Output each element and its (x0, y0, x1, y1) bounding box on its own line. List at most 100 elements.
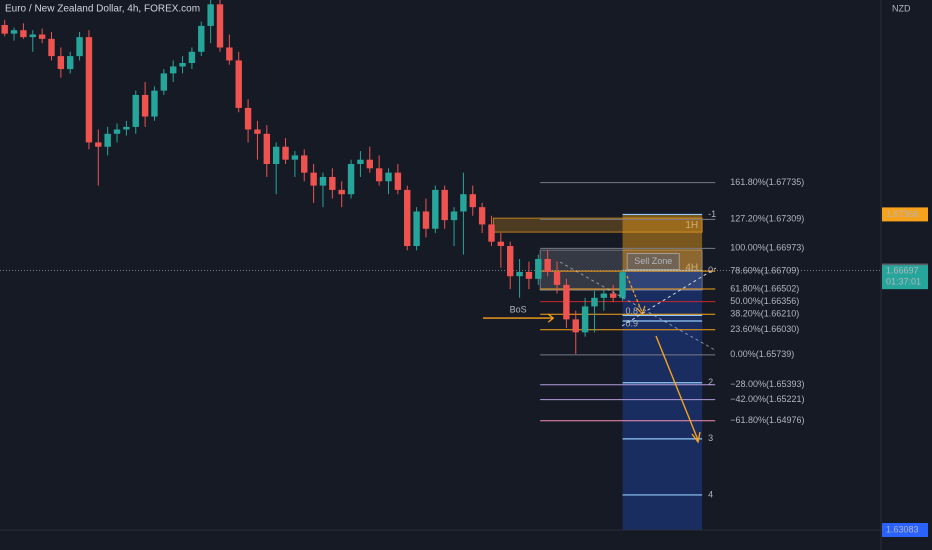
fib-label: −42.00%(1.65221) (730, 394, 804, 404)
candle-body (1, 25, 8, 34)
candle-body (301, 155, 308, 173)
fib-label: 100.00%(1.66973) (730, 243, 804, 253)
candle-body (29, 34, 36, 38)
fib-label: 61.80%(1.66502) (730, 283, 799, 293)
candle-body (38, 34, 46, 39)
candle-body (488, 224, 495, 242)
fib-label: 127.20%(1.67309) (730, 214, 804, 224)
candle-body (544, 258, 551, 272)
candle-body (254, 129, 261, 134)
fib-label: 161.80%(1.67735) (730, 177, 804, 187)
position-level-label: 2 (708, 377, 713, 387)
candle-body (329, 176, 336, 190)
candle-body (57, 56, 65, 70)
candle-body (244, 107, 252, 130)
arrow-head (636, 305, 646, 316)
candle-body (235, 60, 242, 108)
candle-body (216, 4, 224, 48)
candle-body (413, 211, 420, 247)
candle-body (132, 94, 139, 127)
fib-label: 0.00%(1.65739) (730, 349, 794, 359)
candle-body (188, 51, 196, 64)
candle-body (525, 271, 533, 279)
candle-body (20, 30, 27, 38)
fib-label: 78.60%(1.66709) (730, 266, 799, 276)
fib-label: 50.00%(1.66356) (730, 296, 799, 306)
candle-body (95, 142, 102, 147)
price-tag-label: 1.67366 (886, 209, 919, 219)
position-level-label: 0 (708, 265, 713, 275)
arrow (655, 335, 699, 441)
candle-body (441, 189, 448, 221)
candle-body (366, 159, 373, 169)
candle-body (151, 90, 158, 117)
sell-zone-label: Sell Zone (634, 256, 672, 266)
current-price-label: 1.66697 (886, 266, 919, 276)
zone-label: 4H (685, 263, 698, 274)
candle-body (535, 258, 542, 279)
candle-body (123, 126, 130, 130)
candle-body (450, 211, 458, 221)
price-tag (882, 523, 928, 537)
position-level-label: -1 (708, 209, 716, 219)
position-level-label: 3 (708, 433, 713, 443)
arrow (626, 275, 643, 313)
candle-body (516, 271, 523, 277)
candle-body (357, 159, 364, 165)
bos-label: BoS (510, 304, 527, 314)
candle-body (600, 293, 608, 298)
candle-body (347, 164, 355, 195)
candle-body (160, 73, 168, 91)
candle-body (460, 194, 467, 212)
candle-body (282, 146, 289, 160)
countdown: 01:37:01 (886, 277, 921, 287)
candle-body (338, 189, 345, 195)
candles (1, 0, 626, 354)
arrows (559, 261, 717, 444)
chart-title: Euro / New Zealand Dollar, 4h, FOREX.com (5, 4, 200, 15)
fib-label: 23.60%(1.66030) (730, 324, 799, 334)
candle-body (619, 272, 626, 298)
candle-body (591, 297, 598, 307)
candle-body (263, 133, 271, 165)
candle-body (497, 241, 505, 247)
candle-body (169, 66, 177, 74)
sell-zone-box (626, 253, 680, 271)
price-tag-label: 1.63083 (886, 524, 919, 534)
fibonacci: 161.80%(1.67735) 127.20%(1.67309) 100.00%(… (483, 177, 805, 425)
position-level-label: 0.8 (626, 306, 639, 316)
candle-body (104, 133, 111, 147)
candle-body (310, 172, 317, 186)
candle-body (404, 189, 411, 247)
candle-body (76, 37, 83, 57)
candle-body (67, 56, 74, 70)
candle-body (553, 271, 561, 285)
candle-body (469, 194, 476, 208)
candle-body (581, 306, 589, 333)
candle-body (422, 211, 430, 229)
candle-body (179, 63, 186, 67)
fib-label: 38.20%(1.66210) (730, 309, 799, 319)
candle-body (291, 155, 299, 160)
candle-body (226, 47, 233, 61)
candle-body (507, 246, 514, 277)
candle-body (385, 172, 392, 182)
candle-body (85, 37, 93, 143)
price-tag (882, 207, 928, 222)
bos-arrow-head (547, 313, 555, 323)
candle-body (272, 146, 280, 165)
candle-body (207, 4, 214, 26)
currency: NZD (892, 3, 911, 13)
candle-body (10, 30, 18, 34)
fib-label: −28.00%(1.65393) (730, 379, 804, 389)
candle-body (375, 168, 383, 182)
projection-line (621, 267, 717, 327)
current-price-tag (882, 265, 928, 290)
candle-body (113, 129, 121, 134)
candle-body (48, 38, 55, 57)
zone-label: 1H (685, 220, 698, 231)
fib-label: −61.80%(1.64976) (730, 415, 804, 425)
arrow-head (691, 431, 701, 444)
